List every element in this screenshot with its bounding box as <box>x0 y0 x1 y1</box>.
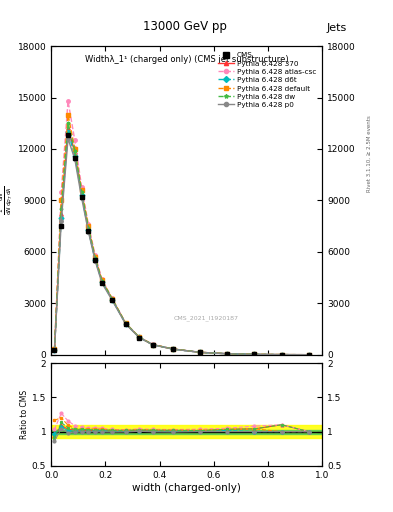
Legend: CMS, Pythia 6.428 370, Pythia 6.428 atlas-csc, Pythia 6.428 d6t, Pythia 6.428 de: CMS, Pythia 6.428 370, Pythia 6.428 atla… <box>216 50 319 110</box>
Text: Rivet 3.1.10, ≥ 2.5M events: Rivet 3.1.10, ≥ 2.5M events <box>367 115 372 192</box>
Text: Jets: Jets <box>326 23 347 33</box>
X-axis label: width (charged-only): width (charged-only) <box>132 482 241 493</box>
Y-axis label: $\frac{1}{\mathrm{d}N}\frac{\mathrm{d}N}{\mathrm{d}p_T\,\mathrm{d}\lambda}$: $\frac{1}{\mathrm{d}N}\frac{\mathrm{d}N}… <box>0 186 15 215</box>
Y-axis label: Ratio to CMS: Ratio to CMS <box>20 390 29 439</box>
Bar <box>51 430 322 434</box>
Text: Widthλ_1¹ (charged only) (CMS jet substructure): Widthλ_1¹ (charged only) (CMS jet substr… <box>85 55 288 65</box>
Bar <box>51 425 322 438</box>
Text: 13000 GeV pp: 13000 GeV pp <box>143 20 227 33</box>
Text: CMS_2021_I1920187: CMS_2021_I1920187 <box>173 315 238 321</box>
